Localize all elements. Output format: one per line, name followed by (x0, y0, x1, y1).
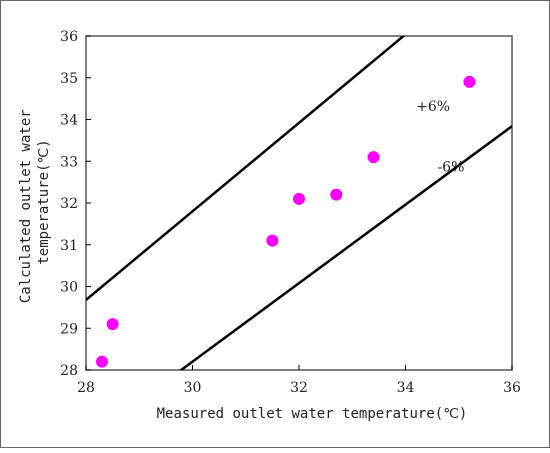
data-point (95, 355, 108, 368)
data-point (293, 192, 305, 205)
x-tick-label: 28 (77, 380, 95, 396)
data-point (330, 188, 343, 201)
x-axis-title: Measured outlet water temperature(℃) (157, 406, 468, 422)
y-axis-title-line-1: Calculated outlet water (18, 109, 34, 303)
y-tick-label: 35 (60, 71, 78, 87)
y-tick-label: 33 (60, 154, 78, 170)
y-tick-label: 31 (60, 238, 78, 254)
x-tick-label: 30 (184, 380, 202, 396)
reference-line (179, 125, 512, 370)
y-tick-label: 30 (60, 280, 78, 296)
y-tick-label: 28 (60, 363, 78, 379)
y-tick-label: 32 (60, 196, 78, 212)
reference-lines-group (86, 36, 512, 370)
data-point (367, 151, 380, 164)
reference-line-label: +6% (416, 99, 450, 115)
y-axis-title: Calculated outlet water temperature(℃) (18, 101, 52, 303)
data-point (106, 318, 119, 331)
y-tick-label: 36 (60, 29, 78, 45)
y-axis-title-line-2: temperature(℃) (36, 139, 52, 264)
y-tick-label: 34 (60, 113, 78, 129)
x-tick-label: 36 (503, 380, 521, 396)
plot-layer: 28 29 30 31 32 33 34 35 36 28 30 32 34 36 +6% -6% (60, 29, 521, 396)
y-tick-label: 29 (60, 321, 78, 337)
x-tick-label: 34 (397, 380, 415, 396)
x-tick-label: 32 (290, 380, 308, 396)
data-point (266, 234, 279, 247)
reference-line-label: -6% (437, 160, 464, 176)
reference-line (86, 36, 406, 301)
data-point (463, 75, 476, 88)
